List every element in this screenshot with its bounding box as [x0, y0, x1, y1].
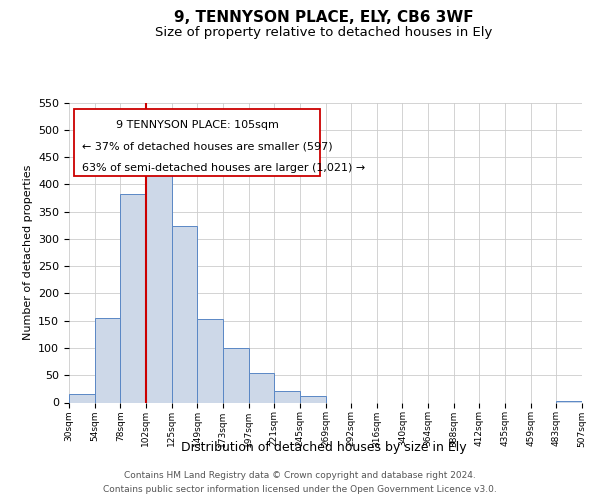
Bar	[172, 226, 197, 402]
Bar	[300, 396, 325, 402]
Text: Size of property relative to detached houses in Ely: Size of property relative to detached ho…	[155, 26, 493, 39]
Bar	[248, 372, 274, 402]
Bar	[223, 348, 248, 403]
Bar	[121, 194, 146, 402]
FancyBboxPatch shape	[74, 108, 320, 176]
Text: Contains HM Land Registry data © Crown copyright and database right 2024.: Contains HM Land Registry data © Crown c…	[124, 472, 476, 480]
Bar	[274, 390, 300, 402]
Bar	[146, 174, 172, 402]
Text: ← 37% of detached houses are smaller (597): ← 37% of detached houses are smaller (59…	[82, 142, 332, 152]
Text: 9, TENNYSON PLACE, ELY, CB6 3WF: 9, TENNYSON PLACE, ELY, CB6 3WF	[174, 10, 474, 25]
Text: 63% of semi-detached houses are larger (1,021) →: 63% of semi-detached houses are larger (…	[82, 163, 365, 173]
Text: 9 TENNYSON PLACE: 105sqm: 9 TENNYSON PLACE: 105sqm	[116, 120, 278, 130]
Bar	[95, 318, 121, 402]
Y-axis label: Number of detached properties: Number of detached properties	[23, 165, 32, 340]
Text: Contains public sector information licensed under the Open Government Licence v3: Contains public sector information licen…	[103, 484, 497, 494]
Bar	[69, 394, 95, 402]
Text: Distribution of detached houses by size in Ely: Distribution of detached houses by size …	[181, 441, 467, 454]
Bar	[197, 319, 223, 402]
Bar	[556, 401, 582, 402]
